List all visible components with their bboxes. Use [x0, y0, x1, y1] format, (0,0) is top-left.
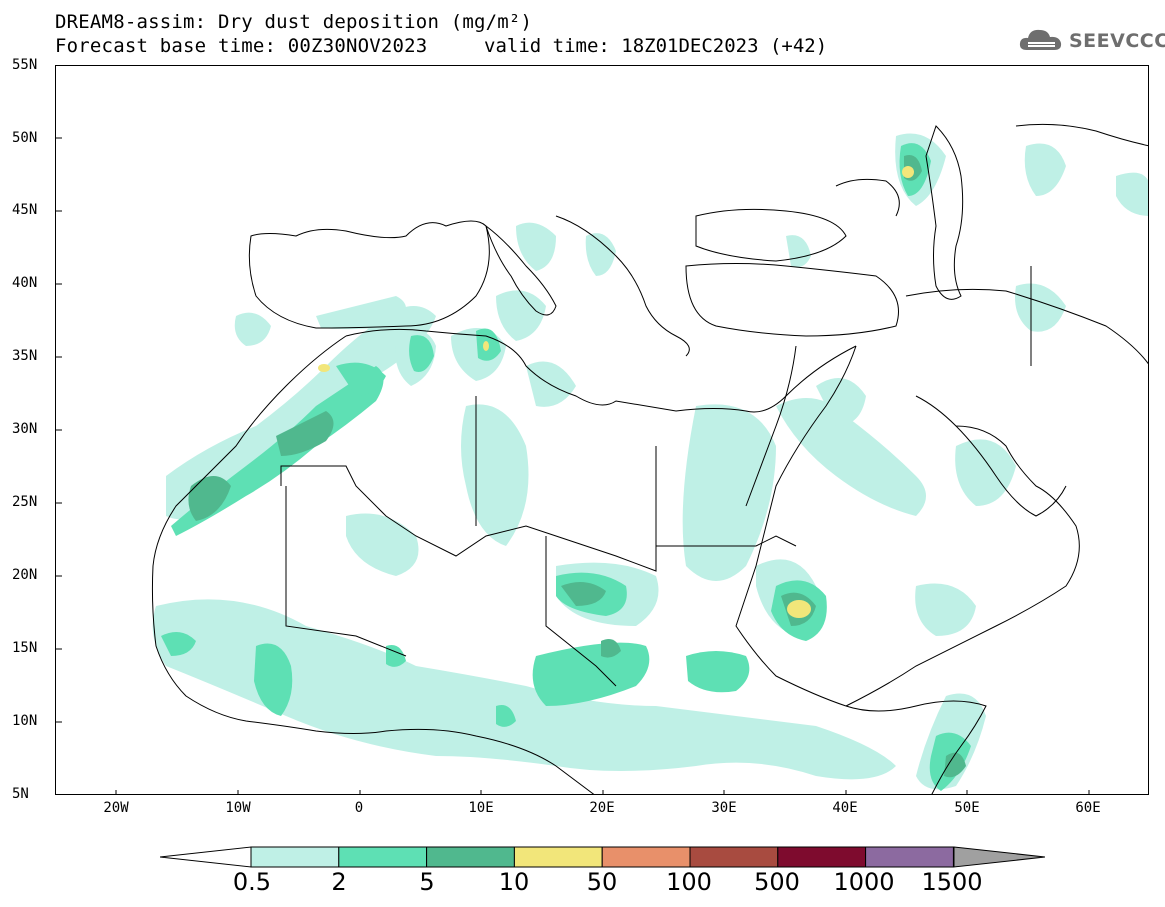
colorbar-label: 50: [586, 868, 618, 896]
map-title: DREAM8-assim: Dry dust deposition (mg/m²…: [55, 11, 533, 33]
lat-label: 40N: [12, 275, 38, 291]
deposition-level-0.5: [152, 133, 1148, 790]
lon-label: 20E: [589, 800, 615, 816]
colorbar-left-arrow: [159, 846, 252, 868]
lat-label: 5N: [12, 786, 29, 802]
colorbar-boxes: [250, 846, 954, 868]
colorbar-box: [865, 846, 954, 868]
colorbar-box: [689, 846, 779, 868]
seevccc-logo: SEEVCCC: [1017, 24, 1165, 60]
logo-text: SEEVCCC: [1069, 30, 1165, 52]
colorbar-label: 500: [754, 868, 800, 896]
lat-label: 55N: [12, 57, 38, 73]
lon-label: 10W: [225, 800, 251, 816]
lon-label: 0: [354, 800, 364, 816]
lat-label: 35N: [12, 348, 38, 364]
lon-label: 30E: [711, 800, 737, 816]
lat-label: 15N: [12, 640, 38, 656]
deposition-level-5: [188, 155, 966, 778]
deposition-level-10: [318, 166, 914, 618]
colorbar-box: [338, 846, 428, 868]
lon-label: 50E: [954, 800, 980, 816]
colorbar: [159, 843, 1046, 873]
colorbar-label: 0.5: [232, 868, 272, 896]
lat-label: 25N: [12, 494, 38, 510]
colorbar-box: [513, 846, 603, 868]
lon-label: 60E: [1075, 800, 1101, 816]
colorbar-label: 10: [498, 868, 530, 896]
colorbar-box: [777, 846, 867, 868]
lat-label: 20N: [12, 567, 38, 583]
forecast-base-time: Forecast base time: 00Z30NOV2023: [55, 35, 428, 57]
lon-label: 10E: [468, 800, 494, 816]
colorbar-svg: [159, 846, 1046, 868]
colorbar-label: 1000: [833, 868, 895, 896]
map-panel: [55, 65, 1149, 795]
colorbar-box: [250, 846, 340, 868]
colorbar-box: [426, 846, 515, 868]
lat-label: 30N: [12, 421, 38, 437]
dust-deposition-map: [56, 123, 1148, 794]
colorbar-label: 100: [666, 868, 712, 896]
axis-ticks: [56, 137, 1090, 794]
lon-label: 40E: [832, 800, 858, 816]
cloud-icon: [1019, 29, 1062, 50]
colorbar-right-arrow: [953, 846, 1046, 868]
lon-label: 20W: [103, 800, 129, 816]
lat-label: 10N: [12, 713, 38, 729]
valid-time: valid time: 18Z01DEC2023 (+42): [484, 35, 828, 57]
coastlines: [151, 123, 1148, 794]
lat-label: 50N: [12, 130, 38, 146]
colorbar-box: [601, 846, 691, 868]
colorbar-label: 1500: [921, 868, 983, 896]
colorbar-label: 2: [331, 868, 347, 896]
colorbar-label: 5: [419, 868, 435, 896]
lat-label: 45N: [12, 202, 38, 218]
